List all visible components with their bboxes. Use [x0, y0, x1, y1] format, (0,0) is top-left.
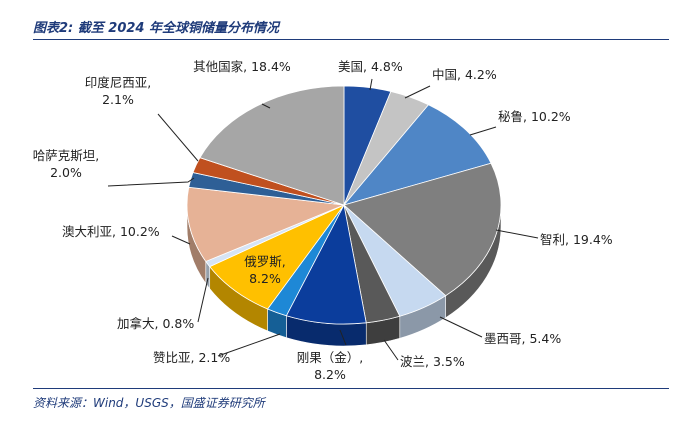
source-note: 资料来源：Wind，USGS，国盛证券研究所 [33, 396, 265, 410]
leader-line-美国 [369, 78, 373, 91]
leader-line-智利 [495, 229, 539, 239]
figure-title: 图表2: 截至 2024 年全球铜储量分布情况 [33, 21, 280, 36]
bottom-rule [33, 388, 669, 389]
data-label-美国: 美国, 4.8% [338, 59, 403, 74]
data-label-墨西哥: 墨西哥, 5.4% [484, 331, 561, 346]
pie-slice-秘鲁 [342, 104, 492, 206]
leader-line-澳大利亚 [171, 235, 191, 245]
leader-line-哈萨克斯坦 [107, 177, 195, 187]
pie-sides [186, 204, 502, 347]
data-label-其他国家: 其他国家, 18.4% [193, 59, 291, 74]
leader-line-印度尼西亚 [157, 113, 199, 162]
data-label-俄罗斯: 俄罗斯, 8.2% [244, 254, 285, 286]
data-label-印度尼西亚: 印度尼西亚, 2.1% [85, 75, 151, 107]
leader-line-其他国家 [261, 103, 271, 109]
pie-slice-澳大利亚 [186, 186, 345, 262]
leader-line-波兰 [383, 339, 399, 361]
data-label-加拿大: 加拿大, 0.8% [117, 316, 194, 331]
leader-line-墨西哥 [439, 316, 483, 338]
leader-lines [107, 78, 539, 361]
leader-line-秘鲁 [469, 126, 497, 136]
data-label-澳大利亚: 澳大利亚, 10.2% [62, 224, 160, 239]
leader-line-赞比亚 [217, 333, 281, 357]
top-rule [33, 39, 669, 40]
data-label-中国: 中国, 4.2% [432, 67, 497, 82]
leader-line-加拿大 [197, 277, 209, 323]
data-label-赞比亚: 赞比亚, 2.1% [153, 350, 230, 365]
pie-slice-智利 [343, 162, 502, 297]
pie-tops [186, 85, 502, 325]
data-label-波兰: 波兰, 3.5% [400, 354, 465, 369]
data-label-智利: 智利, 19.4% [540, 232, 613, 247]
data-label-刚果-金-: 刚果（金）, 8.2% [297, 350, 363, 382]
data-label-哈萨克斯坦: 哈萨克斯坦, 2.0% [33, 148, 99, 180]
pie-slice-其他国家 [199, 85, 345, 206]
leader-line-刚果-金- [339, 329, 347, 346]
leader-line-中国 [404, 85, 431, 99]
data-label-秘鲁: 秘鲁, 10.2% [498, 109, 571, 124]
slice-labels: 美国, 4.8% 中国, 4.2% 秘鲁, 10.2% 智利, 19.4% 墨西哥, 5… [33, 59, 613, 382]
